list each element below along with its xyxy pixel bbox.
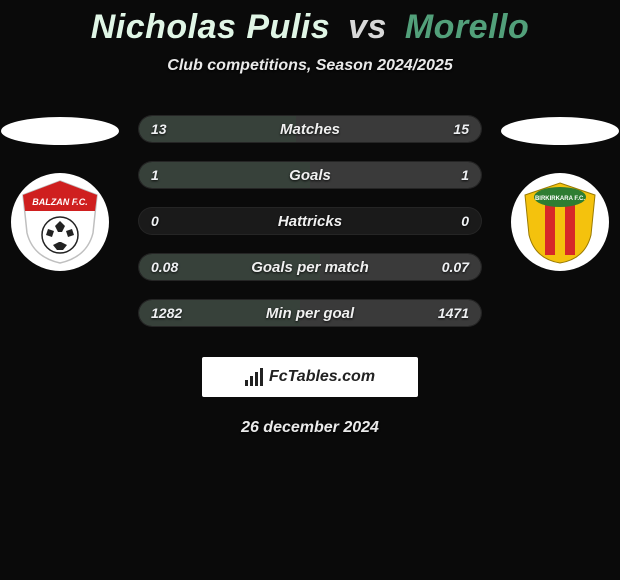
stat-row: Goals11 [138,161,482,189]
player-right-name: Morello [405,8,529,46]
infographic-root: Nicholas Pulis vs Morello Club competiti… [0,0,620,437]
balzan-crest-icon: BALZAN F.C. [15,177,105,267]
stat-rows-container: Matches1315 Goals11 Hattricks00 Goals per m… [138,115,482,327]
player-left-name: Nicholas Pulis [91,8,330,46]
generated-date: 26 december 2024 [0,419,620,437]
comparison-title: Nicholas Pulis vs Morello [0,8,620,47]
season-subtitle: Club competitions, Season 2024/2025 [0,57,620,75]
player-photo-placeholder-left [1,117,119,145]
stat-label: Matches [139,121,481,138]
left-side-column: BALZAN F.C. [0,115,120,271]
svg-text:BIRKIRKARA F.C.: BIRKIRKARA F.C. [535,196,585,202]
club-logo-right: BIRKIRKARA F.C. [511,173,609,271]
brand-text: FcTables.com [269,368,375,386]
watermark-brand: FcTables.com [202,357,418,397]
comparison-body: BALZAN F.C. Matches1315 Goals11 Hattricks0… [0,115,620,327]
stat-row: Matches1315 [138,115,482,143]
stat-label: Goals per match [139,259,481,276]
stat-label: Hattricks [139,213,481,230]
stat-row: Min per goal12821471 [138,299,482,327]
player-photo-placeholder-right [501,117,619,145]
stat-label: Goals [139,167,481,184]
club-logo-left: BALZAN F.C. [11,173,109,271]
birkirkara-crest-icon: BIRKIRKARA F.C. [515,177,605,267]
stat-label: Min per goal [139,305,481,322]
stat-row: Hattricks00 [138,207,482,235]
vs-separator: vs [348,8,387,46]
right-side-column: BIRKIRKARA F.C. [500,115,620,271]
stat-row: Goals per match0.080.07 [138,253,482,281]
bar-chart-icon [245,368,263,386]
svg-text:BALZAN F.C.: BALZAN F.C. [32,197,88,207]
